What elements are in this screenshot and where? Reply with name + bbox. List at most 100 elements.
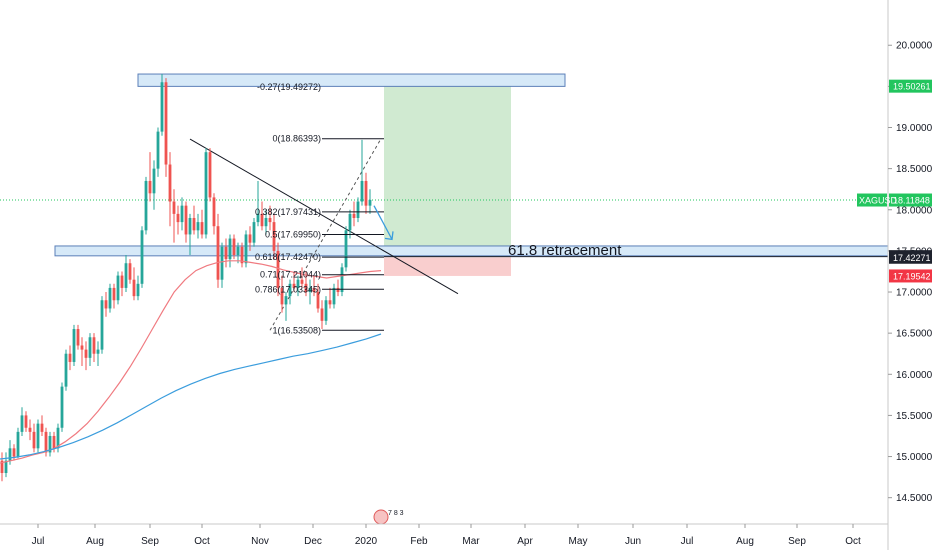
candle <box>344 226 348 272</box>
support-zone[interactable] <box>54 245 889 257</box>
candle-body <box>64 353 68 387</box>
candle <box>360 139 364 206</box>
price-tag-bg <box>889 79 932 93</box>
candle-body <box>120 275 124 288</box>
candle-body <box>68 353 72 362</box>
x-tick-label: Feb <box>410 536 428 547</box>
candle <box>320 300 324 330</box>
candle <box>132 267 136 301</box>
candle-body <box>232 238 236 256</box>
candle-body <box>84 349 88 358</box>
ma-short-line <box>0 260 382 464</box>
candle-body <box>324 300 328 321</box>
candle <box>288 279 292 305</box>
candle-body <box>296 279 300 288</box>
x-tick-label: Jun <box>625 536 641 547</box>
candle <box>292 271 296 293</box>
fib-level-label: 1(16.53508) <box>272 325 321 335</box>
fib-level-label: 0(18.86393) <box>272 134 321 144</box>
price-tag-entry[interactable]: 17.42271 <box>889 250 932 264</box>
candle <box>228 234 232 268</box>
candle-body <box>304 283 308 293</box>
candle <box>180 197 184 231</box>
candle-body <box>100 300 104 350</box>
candle <box>124 255 128 293</box>
candle-body <box>360 180 364 202</box>
loss-zone <box>384 257 511 276</box>
candle <box>188 213 192 256</box>
candle <box>16 427 20 459</box>
candle <box>32 423 36 453</box>
candle <box>204 148 208 239</box>
price-tag-bg <box>889 193 932 207</box>
candle-body <box>316 292 320 309</box>
price-tag-value: 18.11848 <box>893 196 930 206</box>
x-tick-label: Aug <box>736 536 754 547</box>
candle-body <box>344 230 348 268</box>
candle <box>0 452 4 482</box>
arrow-head <box>384 231 394 241</box>
candle <box>104 292 108 317</box>
candle <box>196 213 200 239</box>
candle-body <box>4 460 8 473</box>
candle-body <box>144 180 148 231</box>
candle-body <box>320 308 324 321</box>
candle <box>220 242 224 288</box>
price-tag-target[interactable]: 19.50261 <box>889 79 932 93</box>
x-tick-label: Nov <box>251 536 269 547</box>
candle <box>116 271 120 305</box>
candle <box>340 263 344 297</box>
y-tick-label: 18.50000 <box>896 164 932 175</box>
resistance-zone[interactable] <box>137 73 566 87</box>
trendline[interactable] <box>189 138 459 295</box>
x-tick-label: Oct <box>845 536 861 547</box>
candle <box>348 209 352 239</box>
candle-body <box>52 435 56 449</box>
x-tick-label: Apr <box>517 536 533 547</box>
candle-body <box>116 275 120 301</box>
price-tag-bg <box>889 250 932 264</box>
candle <box>256 180 260 227</box>
candle <box>308 279 312 305</box>
candle-body <box>236 246 240 256</box>
x-tick-label: 2020 <box>355 536 378 547</box>
candle <box>316 283 320 313</box>
candle <box>264 209 268 235</box>
price-tag-stop[interactable]: 17.19542 <box>889 269 932 283</box>
candle <box>272 213 276 260</box>
candle <box>280 275 284 313</box>
candle-body <box>128 263 132 280</box>
candle <box>296 275 300 297</box>
candle-body <box>268 217 272 223</box>
candle-body <box>60 386 64 428</box>
candle <box>260 201 264 231</box>
candle-body <box>280 287 284 305</box>
candle-body <box>160 82 164 132</box>
candle-body <box>364 180 368 206</box>
candle-body <box>300 279 304 284</box>
candle-body <box>8 448 12 461</box>
x-tick-label: Mar <box>462 536 480 547</box>
candle-body <box>292 283 296 288</box>
fib-level-label: 0.618(17.42470) <box>255 252 321 262</box>
candle-body <box>228 238 232 260</box>
candle-body <box>204 152 208 235</box>
candle-body <box>0 460 4 473</box>
y-tick-label: 15.50000 <box>896 411 932 422</box>
candle-body <box>164 82 168 165</box>
candle <box>240 242 244 268</box>
fib-level-label: 0.5(17.69950) <box>265 229 321 239</box>
price-tag-value: 19.50261 <box>893 82 931 92</box>
candle <box>76 324 80 350</box>
candle <box>252 217 256 247</box>
candle-body <box>216 226 220 280</box>
candle-body <box>40 423 44 432</box>
candle <box>168 152 172 227</box>
candle-body <box>72 329 76 362</box>
candle <box>140 226 144 288</box>
indicator-badge-icon[interactable] <box>373 509 389 525</box>
candle <box>236 242 240 264</box>
